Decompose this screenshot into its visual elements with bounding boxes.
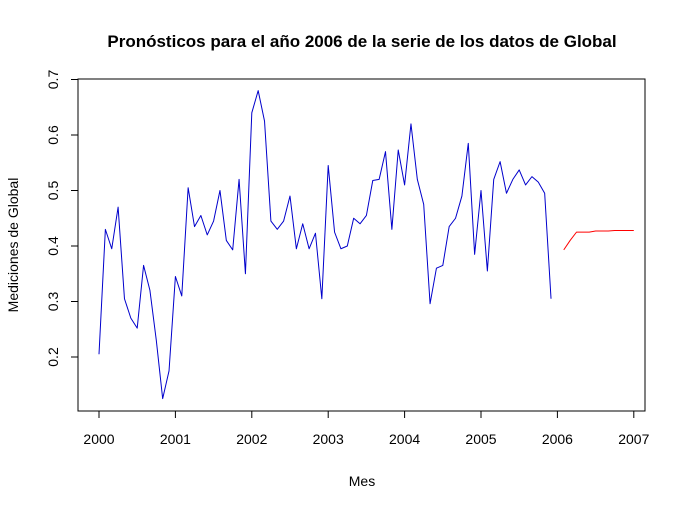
x-tick-label: 2007 — [618, 431, 649, 447]
y-axis: 0.2 0.3 0.4 0.5 0.6 0.7 — [45, 70, 79, 367]
observed-series-line — [98, 90, 552, 400]
plot-area-frame — [77, 78, 646, 412]
x-tick-label: 2000 — [83, 431, 114, 447]
x-tick-label: 2006 — [542, 431, 573, 447]
x-axis-label: Mes — [349, 473, 375, 489]
y-tick-label: 0.7 — [45, 70, 61, 90]
y-axis-label: Mediciones de Global — [5, 178, 21, 313]
x-tick-label: 2001 — [160, 431, 191, 447]
forecast-series-line — [563, 229, 634, 251]
x-axis: 2000 2001 2002 2003 2004 2005 2006 2007 — [83, 410, 650, 447]
y-tick-label: 0.3 — [45, 292, 61, 312]
y-tick-label: 0.2 — [45, 347, 61, 367]
chart-title: Pronósticos para el año 2006 de la serie… — [107, 32, 616, 51]
x-tick-label: 2002 — [236, 431, 267, 447]
y-tick-label: 0.6 — [45, 125, 61, 145]
series-layer — [98, 90, 634, 400]
x-tick-label: 2004 — [389, 431, 420, 447]
x-tick-label: 2003 — [313, 431, 344, 447]
x-tick-label: 2005 — [465, 431, 496, 447]
y-tick-label: 0.4 — [45, 236, 61, 256]
y-tick-label: 0.5 — [45, 181, 61, 201]
